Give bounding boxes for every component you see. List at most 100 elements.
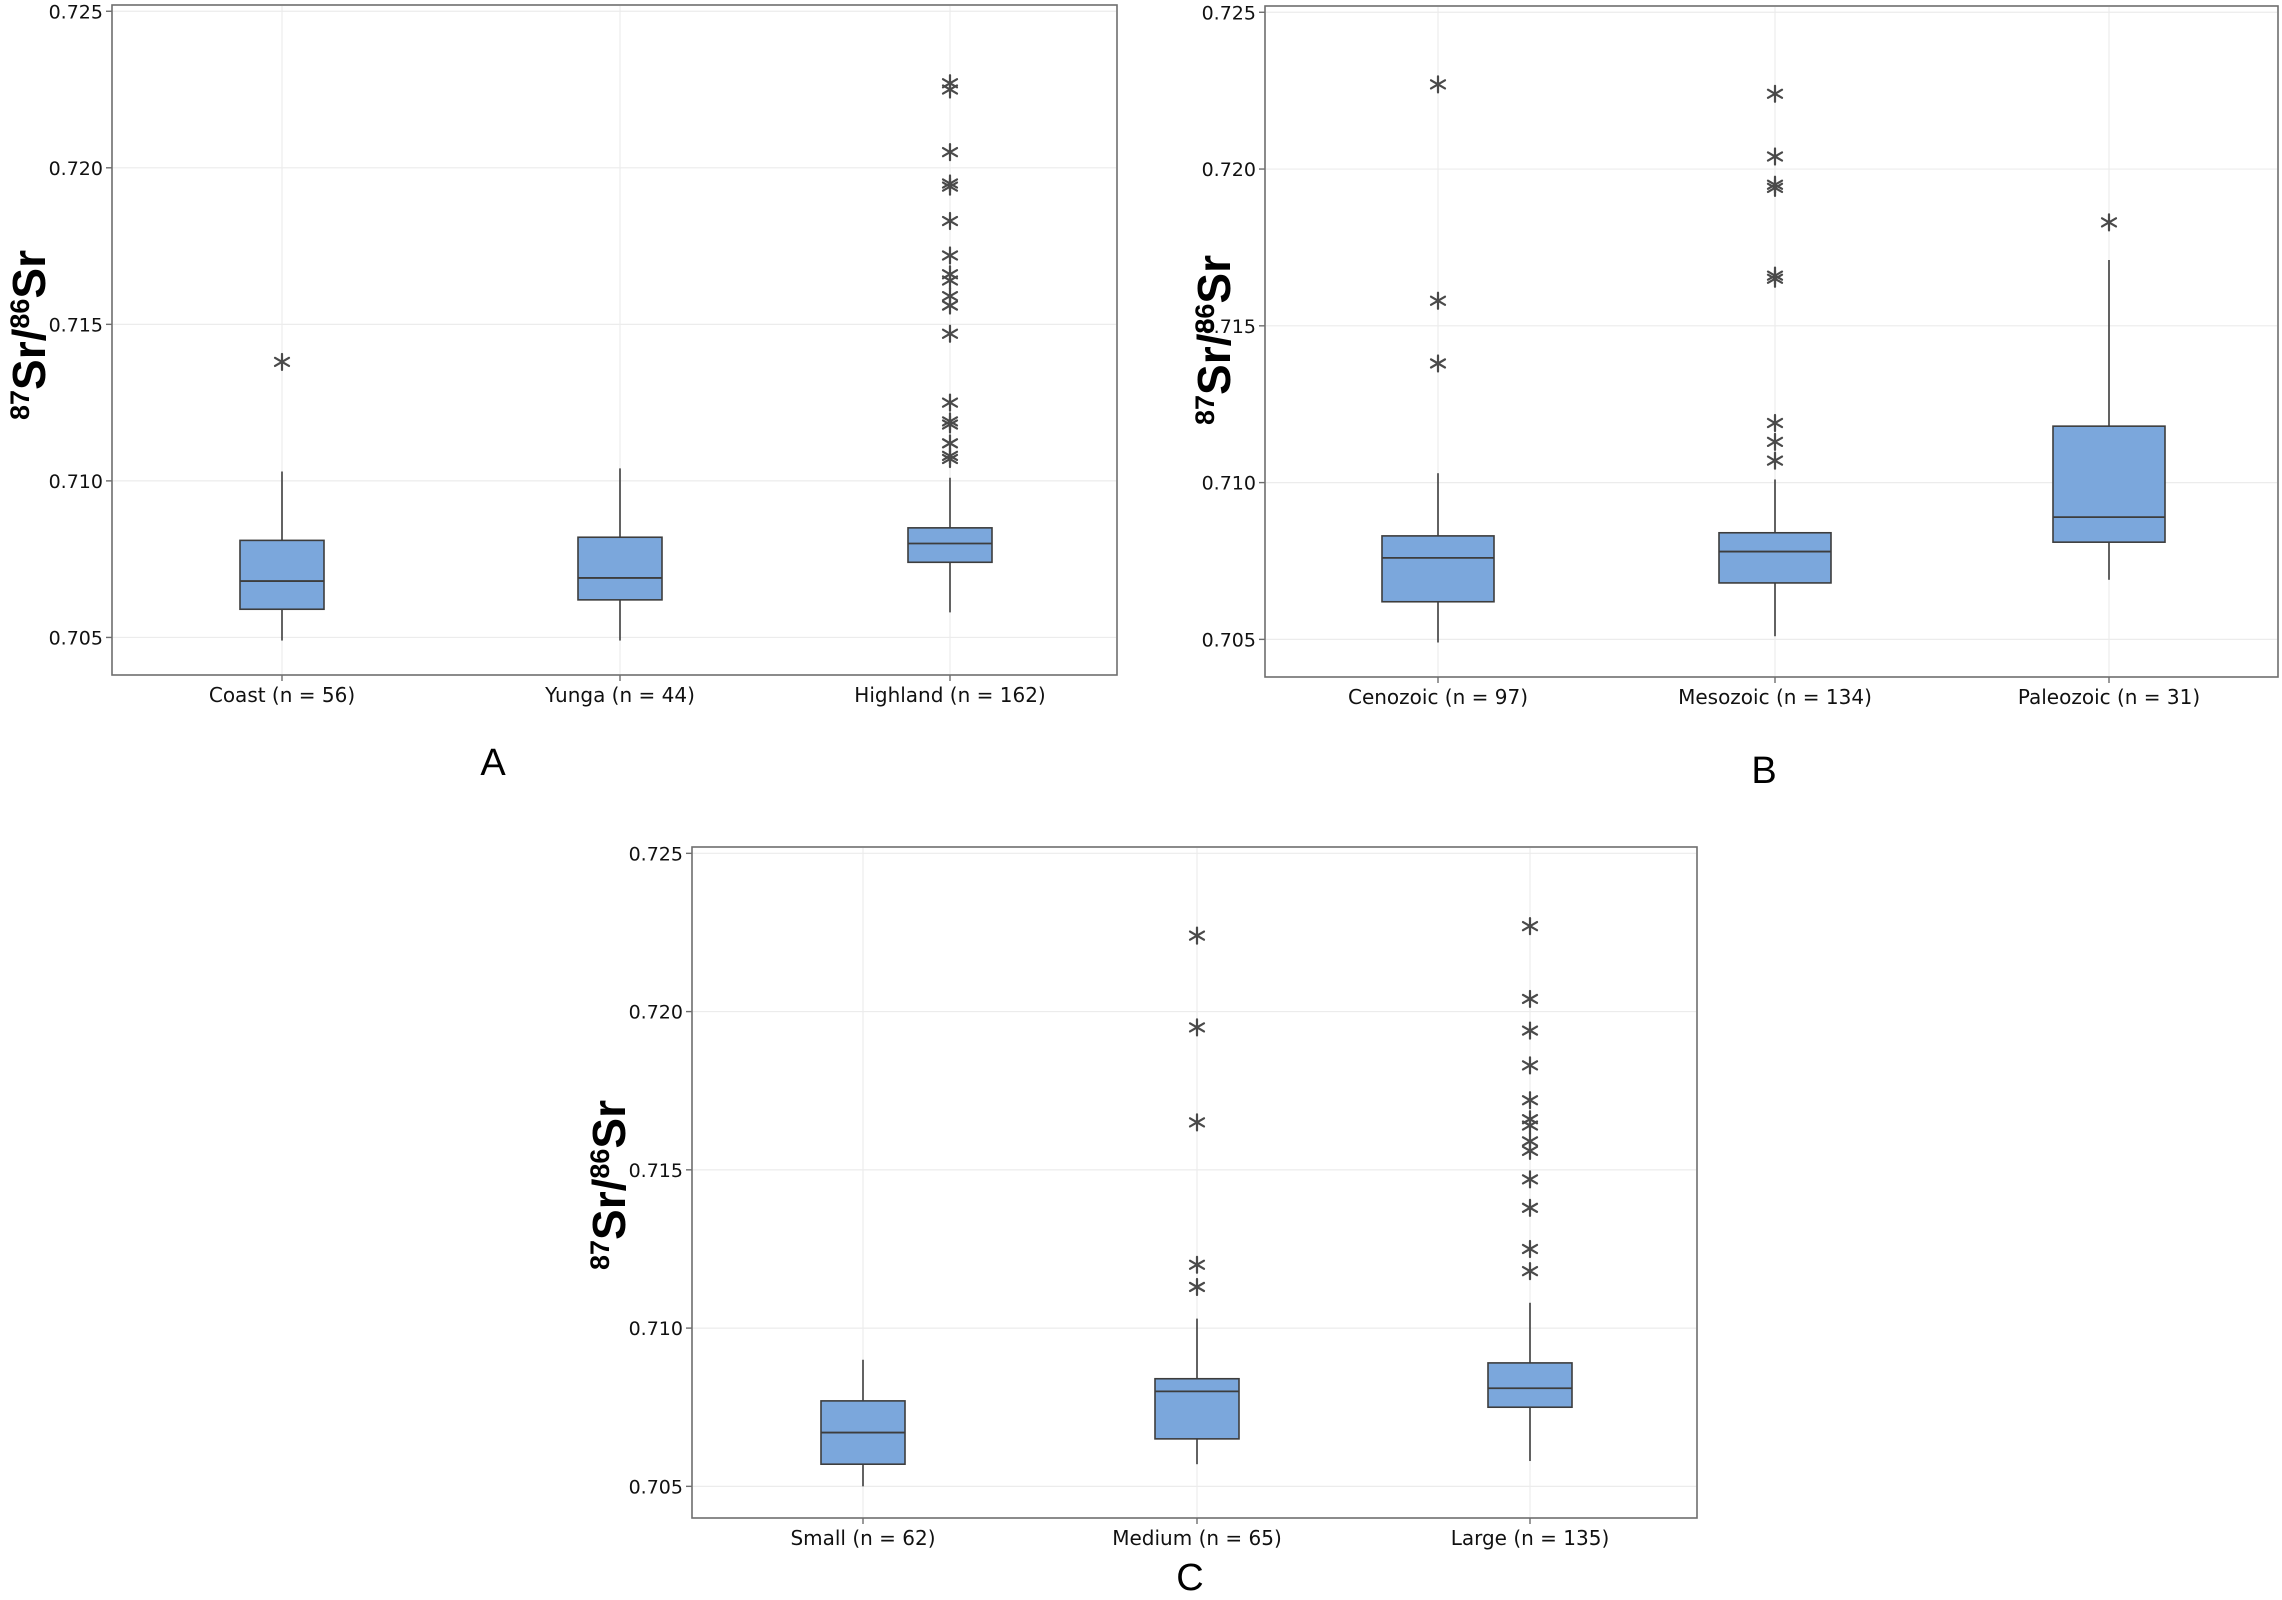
y-tick-label: 0.725 [1202,2,1256,24]
outlier-point [273,352,291,372]
outlier-point [941,74,959,93]
outlier-point [1521,1198,1539,1217]
y-axis-label-slash: / [583,1178,635,1191]
box-plot [577,468,663,641]
outlier-point [1521,1132,1539,1151]
outlier-point [941,211,959,231]
outlier-point [941,174,959,193]
outlier-point [1429,75,1447,94]
category-label: Mesozoic (n = 134) [1678,685,1872,709]
outlier-point [1766,451,1784,470]
box-iqr [577,536,663,601]
y-axis-label-iso2: 86 [5,299,35,329]
y-tick-label: 0.715 [1202,316,1256,338]
outlier-point [941,246,959,265]
outlier-point [1429,291,1447,310]
outlier-point [1521,1170,1539,1189]
outlier-point [1429,354,1447,373]
y-tick-label: 0.720 [49,158,103,180]
panel-letter: C [1176,1557,1203,1599]
y-axis-label: 87Sr/86Sr [583,1100,635,1270]
box-iqr [1154,1377,1240,1440]
y-axis-label-el2: Sr [583,1100,635,1149]
category-label: Cenozoic (n = 97) [1348,685,1528,709]
category-label: Highland (n = 162) [854,683,1045,707]
box-iqr [1718,531,1832,584]
y-axis-label-el1: Sr [1188,346,1240,395]
outlier-point [1521,1262,1539,1281]
box-iqr [1381,535,1495,603]
panel-b: 0.705 0.710 0.715 0.720 0.725 Cenozoic (n = 9… [1188,2,2279,792]
outlier-point [1521,989,1539,1009]
outlier-point [1521,1021,1539,1040]
outlier-point [1188,926,1206,945]
y-axis-label-slash: / [1188,333,1240,346]
category-label: Small (n = 62) [790,1526,935,1550]
category-label: Coast (n = 56) [209,683,355,707]
box-plot [1718,84,1832,637]
box-plot [239,352,325,641]
y-tick-label: 0.710 [1202,473,1256,495]
outlier-point [1766,266,1784,285]
box-plot [2052,213,2166,580]
y-tick-label: 0.710 [49,471,103,493]
panel-letter: B [1751,750,1776,792]
box-iqr [239,539,325,611]
outlier-point [941,265,959,284]
y-tick-label: 0.705 [1202,629,1256,651]
box-plot [820,1359,906,1487]
y-axis-label-el2: Sr [3,250,55,299]
category-label: Paleozoic (n = 31) [2018,685,2200,709]
outlier-point [941,393,959,412]
y-axis-label-iso1: 87 [585,1240,615,1270]
y-axis-label-el1: Sr [3,341,55,390]
panel-a: 0.705 0.710 0.715 0.720 0.725 Coast (n = 56) Y… [3,1,1118,784]
box-plot [1381,75,1495,643]
panel-c: 0.705 0.710 0.715 0.720 0.725 Small (n = 62) M… [583,843,1698,1599]
outlier-point [1766,413,1784,433]
outlier-point [1188,1255,1206,1274]
y-axis-label-el1: Sr [583,1191,635,1240]
outlier-point [941,434,959,453]
outlier-point [1521,1056,1539,1075]
outlier-point [1766,147,1784,166]
outlier-point [1188,1113,1206,1132]
y-axis-label-iso1: 87 [5,390,35,420]
y-tick-label: 0.705 [629,1476,683,1498]
category-label: Medium (n = 65) [1112,1526,1282,1550]
panel-letter: A [480,742,506,784]
outlier-point [1188,1277,1206,1297]
outlier-point [2100,213,2118,232]
box-iqr [1487,1362,1573,1409]
box-plot [1487,917,1573,1462]
y-tick-label: 0.705 [49,627,103,649]
y-tick-label: 0.715 [629,1160,683,1182]
y-axis-label-iso1: 87 [1190,395,1220,425]
y-tick-label: 0.715 [49,314,103,336]
box-iqr [2052,425,2166,543]
y-axis-label-iso2: 86 [585,1149,615,1179]
y-axis-label-slash: / [3,328,55,341]
y-axis-label-iso2: 86 [1190,304,1220,334]
y-tick-label: 0.725 [49,1,103,23]
outlier-point [941,143,959,162]
outlier-point [941,324,959,343]
y-tick-label: 0.725 [629,843,683,865]
category-label: Large (n = 135) [1451,1526,1610,1550]
box-iqr [907,527,993,564]
outlier-point [1521,917,1539,936]
box-plot [907,74,993,613]
y-axis-label: 87Sr/86Sr [3,250,55,420]
y-tick-label: 0.720 [629,1002,683,1024]
category-label: Yunga (n = 44) [544,683,695,707]
outlier-point [1766,84,1784,103]
outlier-point [1766,432,1784,451]
outlier-point [1188,1018,1206,1037]
y-tick-label: 0.720 [1202,159,1256,181]
outlier-point [1521,1091,1539,1110]
y-axis-label-el2: Sr [1188,255,1240,304]
outlier-point [1521,1239,1539,1259]
outlier-point [1521,1110,1539,1129]
outlier-point [941,412,959,431]
